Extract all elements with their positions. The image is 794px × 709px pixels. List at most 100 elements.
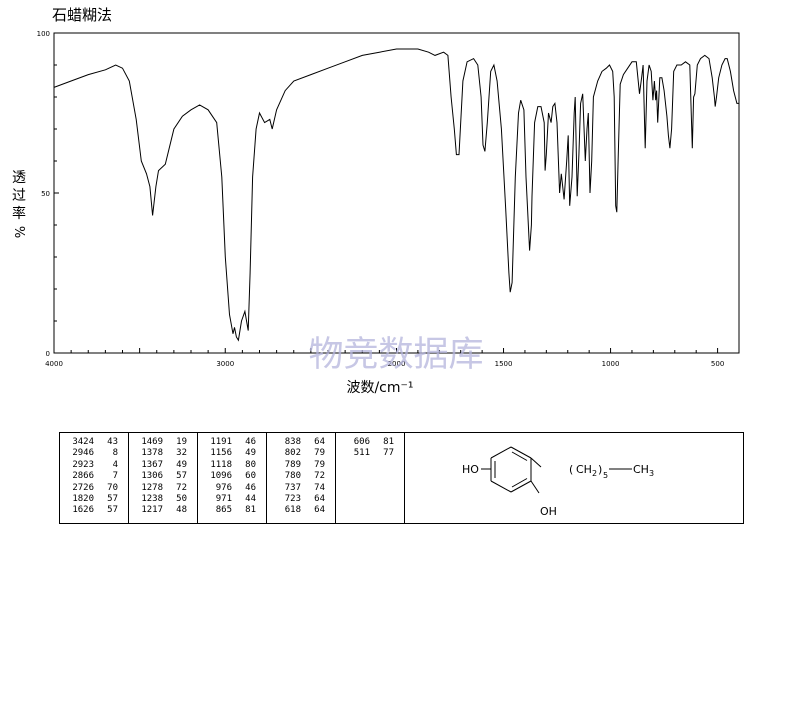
peak-transmittance: 43 bbox=[107, 437, 118, 447]
peak-wavenumber: 2923 bbox=[72, 459, 94, 470]
y-axis-label-char: 透 bbox=[12, 170, 26, 186]
peak-transmittance: 46 bbox=[245, 437, 256, 447]
peak-transmittance: 79 bbox=[314, 448, 325, 459]
peak-wavenumber: 1367 bbox=[141, 459, 163, 470]
peak-wavenumber: 3424 bbox=[72, 437, 94, 447]
peak-wavenumber: 1118 bbox=[210, 459, 232, 470]
y-axis-label-char: 过 bbox=[12, 188, 26, 204]
peak-table-row: 865 81 bbox=[198, 505, 266, 516]
peak-wavenumber: 2946 bbox=[72, 448, 94, 459]
peak-table-column: 3424 43 2946 8 2923 4 2866 7 2726 70 1820 57 1626 57 bbox=[60, 433, 129, 523]
peak-table-row: 737 74 bbox=[267, 483, 335, 494]
ring-bond bbox=[510, 446, 532, 459]
chain-close-paren: ) bbox=[598, 463, 602, 476]
peak-wavenumber: 723 bbox=[284, 493, 301, 504]
x-tick-label: 4000 bbox=[45, 360, 63, 368]
peak-wavenumber: 511 bbox=[353, 448, 370, 459]
peak-table-row: 1378 32 bbox=[129, 448, 197, 459]
peak-table-row: 1469 19 bbox=[129, 437, 197, 448]
chain-sub-5: 5 bbox=[603, 471, 608, 480]
benzene-ring bbox=[481, 446, 632, 494]
peak-table-row: 1118 80 bbox=[198, 460, 266, 471]
ch3-label: CH bbox=[633, 463, 649, 476]
peak-table-row: 971 44 bbox=[198, 494, 266, 505]
peak-table-row: 1217 48 bbox=[129, 505, 197, 516]
chain-sub-2: 2 bbox=[592, 469, 597, 478]
peak-wavenumber: 1217 bbox=[141, 505, 163, 516]
peak-table-row: 789 79 bbox=[267, 460, 335, 471]
peak-table-row: 1238 50 bbox=[129, 494, 197, 505]
peak-wavenumber: 789 bbox=[284, 459, 301, 470]
peak-transmittance: 4 bbox=[112, 459, 118, 470]
y-tick-label: 0 bbox=[46, 350, 50, 358]
peak-table-column: 838 64 802 79 789 79 780 72 737 74 723 64 618 64 bbox=[267, 433, 336, 523]
peak-table-row: 1306 57 bbox=[129, 471, 197, 482]
y-axis-label: 透 过 率 % bbox=[11, 170, 26, 238]
peak-wavenumber: 606 bbox=[353, 437, 370, 447]
peak-table-row: 2866 7 bbox=[60, 471, 128, 482]
peak-transmittance: 81 bbox=[383, 437, 394, 447]
ir-spectrum-chart: 4000 3000 2000 1500 1000 500 0 50 100 物竞数据库 波数/… bbox=[11, 30, 740, 396]
peak-wavenumber: 780 bbox=[284, 471, 301, 482]
peak-table-row: 606 81 bbox=[336, 437, 404, 448]
peak-transmittance: 60 bbox=[245, 471, 256, 482]
peak-transmittance: 50 bbox=[176, 493, 187, 504]
x-tick-label: 1000 bbox=[602, 360, 620, 368]
peak-transmittance: 19 bbox=[176, 437, 187, 447]
ring-bond bbox=[490, 446, 512, 459]
peak-table-column: 606 81 511 77 bbox=[336, 433, 405, 523]
peak-table-row: 2726 70 bbox=[60, 483, 128, 494]
peak-transmittance: 70 bbox=[107, 482, 118, 493]
x-tick-label: 2000 bbox=[388, 360, 406, 368]
peak-transmittance: 7 bbox=[112, 471, 118, 482]
peak-table-row: 2923 4 bbox=[60, 460, 128, 471]
ring-bond bbox=[490, 480, 512, 493]
page-title: 石蜡糊法 bbox=[52, 6, 113, 24]
peak-transmittance: 77 bbox=[383, 448, 394, 459]
chemical-structure: HO OH ( CH 2 ) 5 CH 3 bbox=[462, 446, 654, 518]
peak-wavenumber: 865 bbox=[215, 505, 232, 516]
peak-transmittance: 44 bbox=[245, 493, 256, 504]
peak-transmittance: 48 bbox=[176, 505, 187, 516]
peak-table-row: 511 77 bbox=[336, 448, 404, 459]
peak-table-row: 1096 60 bbox=[198, 471, 266, 482]
peak-transmittance: 49 bbox=[176, 459, 187, 470]
peak-transmittance: 49 bbox=[245, 448, 256, 459]
x-axis: 4000 3000 2000 1500 1000 500 bbox=[45, 348, 724, 368]
y-tick-label: 50 bbox=[41, 190, 50, 198]
ring-bond bbox=[510, 480, 532, 493]
x-axis-label: 波数/cm⁻¹ bbox=[346, 380, 413, 396]
peak-wavenumber: 1306 bbox=[141, 471, 163, 482]
peak-transmittance: 8 bbox=[112, 448, 118, 459]
ho-label: HO bbox=[462, 463, 479, 476]
peak-wavenumber: 838 bbox=[284, 437, 301, 447]
peak-table-column: 1469 19 1378 32 1367 49 1306 57 1278 72 1238 50 1217… bbox=[129, 433, 198, 523]
y-axis: 0 50 100 bbox=[37, 30, 59, 358]
plot-frame bbox=[53, 32, 740, 354]
peak-transmittance: 57 bbox=[107, 505, 118, 516]
peak-wavenumber: 618 bbox=[284, 505, 301, 516]
peak-transmittance: 74 bbox=[314, 482, 325, 493]
peak-transmittance: 64 bbox=[314, 437, 325, 447]
peak-table-row: 3424 43 bbox=[60, 437, 128, 448]
peak-table-row: 780 72 bbox=[267, 471, 335, 482]
peak-transmittance: 79 bbox=[314, 459, 325, 470]
peak-wavenumber: 1238 bbox=[141, 493, 163, 504]
peak-transmittance: 80 bbox=[245, 459, 256, 470]
peak-transmittance: 57 bbox=[176, 471, 187, 482]
peak-transmittance: 46 bbox=[245, 482, 256, 493]
peak-wavenumber: 1191 bbox=[210, 437, 232, 447]
series-line bbox=[53, 48, 739, 342]
x-tick-label: 3000 bbox=[216, 360, 234, 368]
peak-table-row: 2946 8 bbox=[60, 448, 128, 459]
peak-table-row: 802 79 bbox=[267, 448, 335, 459]
oh-bond bbox=[530, 480, 540, 494]
peak-wavenumber: 1278 bbox=[141, 482, 163, 493]
ch3-sub: 3 bbox=[649, 469, 654, 478]
peak-transmittance: 64 bbox=[314, 505, 325, 516]
peak-wavenumber: 1096 bbox=[210, 471, 232, 482]
chain-ch: CH bbox=[576, 463, 592, 476]
peak-wavenumber: 1820 bbox=[72, 493, 94, 504]
peak-table-row: 1278 72 bbox=[129, 483, 197, 494]
peak-wavenumber: 737 bbox=[284, 482, 301, 493]
